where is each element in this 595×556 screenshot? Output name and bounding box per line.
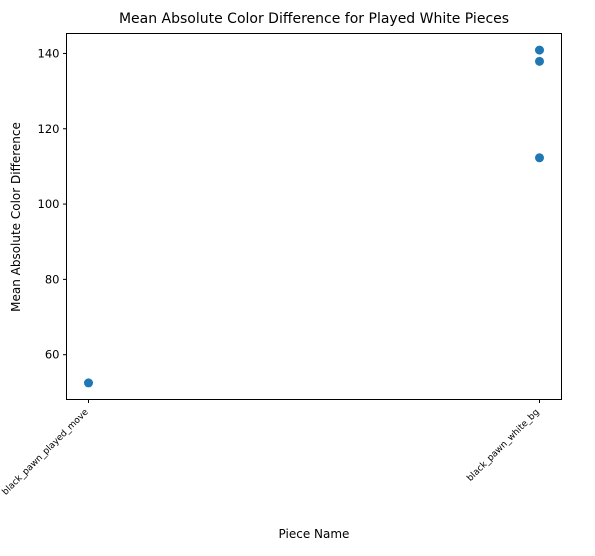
y-axis-label: Mean Absolute Color Difference [9,122,23,312]
data-point [84,378,93,388]
chart-title: Mean Absolute Color Difference for Playe… [119,11,509,27]
y-tick-label: 140 [38,46,60,60]
y-tick-label: 60 [45,348,60,362]
data-point [535,153,544,163]
x-axis-label: Piece Name [279,527,350,541]
data-point [535,56,544,66]
data-point [535,45,544,55]
y-tick-label: 120 [38,122,60,136]
y-tick-label: 80 [45,272,60,286]
data-points [84,45,544,388]
plot-area-frame [66,33,562,400]
y-axis: 60 80 100 120 140 [38,46,67,362]
y-tick-label: 100 [38,197,60,211]
